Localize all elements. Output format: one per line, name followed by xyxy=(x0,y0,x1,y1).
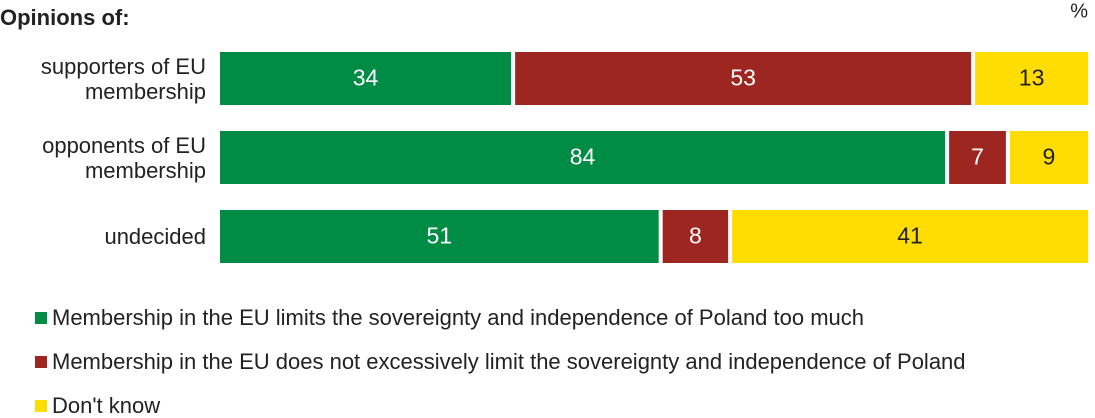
legend-swatch xyxy=(35,356,47,368)
legend-label: Membership in the EU does not excessivel… xyxy=(52,349,966,374)
value-label: 34 xyxy=(353,65,379,91)
value-label: 13 xyxy=(1019,65,1045,91)
bar-segment xyxy=(975,52,1088,105)
legend-swatch xyxy=(35,312,47,324)
bar-segment xyxy=(662,210,729,263)
value-label: 8 xyxy=(689,223,702,249)
bar-segment xyxy=(515,52,972,105)
value-label: 41 xyxy=(897,223,923,249)
category-label: supporters of EU membership xyxy=(40,53,206,104)
value-label: 9 xyxy=(1043,144,1056,170)
category-label: opponents of EU membership xyxy=(42,132,206,183)
value-label: 84 xyxy=(570,144,596,170)
chart-title: Opinions of: xyxy=(0,5,130,30)
bar-segment xyxy=(220,131,946,184)
value-label: 51 xyxy=(427,223,453,249)
bar-segment xyxy=(949,131,1006,184)
legend-label: Membership in the EU limits the sovereig… xyxy=(52,305,864,330)
bar-segment xyxy=(220,52,512,105)
legend-label: Don't know xyxy=(52,393,160,418)
value-label: 7 xyxy=(971,144,984,170)
bar-segment xyxy=(1009,131,1088,184)
value-label: 53 xyxy=(730,65,756,91)
category-label: undecided xyxy=(104,224,206,249)
legend-swatch xyxy=(35,400,47,412)
bar-segment xyxy=(220,210,659,263)
unit-label: % xyxy=(1070,0,1088,22)
bar-segment xyxy=(732,210,1088,263)
